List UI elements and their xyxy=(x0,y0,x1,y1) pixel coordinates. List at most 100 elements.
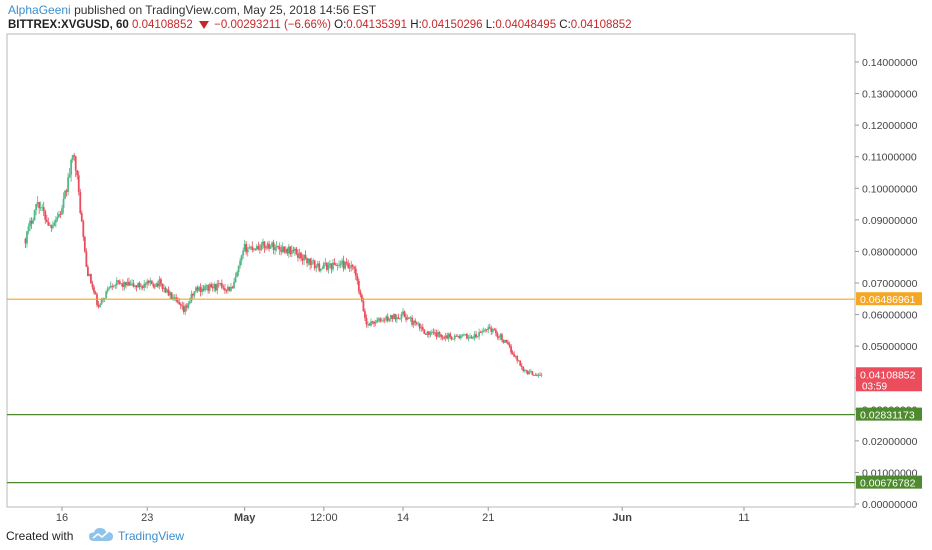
candle-body xyxy=(324,262,327,264)
candle-body xyxy=(368,323,371,326)
candle-body xyxy=(161,283,164,289)
candle-body xyxy=(409,317,412,319)
candle-body xyxy=(27,226,30,232)
candle-body xyxy=(289,246,292,254)
candle-body xyxy=(192,294,194,296)
candle-body xyxy=(484,329,487,331)
symbol-legend: BITTREX:XVGUSD, 60 0.04108852 −0.0029321… xyxy=(8,18,632,33)
candle-body xyxy=(376,319,379,323)
candle-body xyxy=(255,246,258,250)
candle-body xyxy=(164,287,167,293)
candle-body xyxy=(357,280,360,292)
symbol-name[interactable]: BITTREX:XVGUSD, 60 xyxy=(8,19,129,31)
candle-body xyxy=(374,322,377,324)
candle-body xyxy=(455,335,458,337)
low-label: L: xyxy=(485,19,496,31)
candle-body xyxy=(59,214,62,215)
candle-body xyxy=(251,246,254,250)
candle-body xyxy=(210,284,213,288)
tradingview-brand-link[interactable]: TradingView xyxy=(118,529,185,543)
candle-body xyxy=(342,260,345,269)
candle-body xyxy=(137,282,140,288)
candle-body xyxy=(71,155,74,160)
y-tick-label: 0.14000000 xyxy=(862,57,918,69)
author-link[interactable]: AlphaGeeni xyxy=(8,3,71,17)
candle-body xyxy=(114,285,117,286)
candle-body xyxy=(496,333,499,337)
candle-body xyxy=(449,333,452,337)
horizontal-line-tag-1 xyxy=(856,292,922,306)
candle-body xyxy=(29,220,31,227)
candle-body xyxy=(207,285,210,291)
candle-body xyxy=(360,295,363,302)
candle-body xyxy=(392,314,395,319)
candle-body xyxy=(243,244,246,251)
candle-body xyxy=(188,301,191,304)
candle-body xyxy=(446,335,449,339)
candle-body xyxy=(193,291,196,296)
candle-body xyxy=(237,265,240,273)
candle-body xyxy=(138,282,141,288)
candle-body xyxy=(245,244,248,253)
candle-body xyxy=(56,217,59,220)
candle-body xyxy=(453,335,456,339)
candle-body xyxy=(306,258,308,264)
x-tick-label: 11 xyxy=(738,512,749,524)
candle-body xyxy=(68,174,71,178)
candle-body xyxy=(461,334,464,336)
candle-body xyxy=(447,333,450,339)
candle-body xyxy=(62,198,65,209)
candle-body xyxy=(170,292,173,300)
open-value: 0.04135391 xyxy=(346,19,408,31)
candle-body xyxy=(380,320,383,322)
candle-body xyxy=(286,248,289,254)
candle-body xyxy=(488,327,491,329)
candle-body xyxy=(307,258,310,264)
candle-body xyxy=(290,250,293,254)
candle-body xyxy=(534,374,537,376)
candle-body xyxy=(147,280,150,283)
candle-body xyxy=(220,283,223,288)
candle-body xyxy=(420,327,423,329)
candle-body xyxy=(505,339,508,343)
candle-body xyxy=(196,287,199,291)
candle-body xyxy=(263,241,266,248)
candle-body xyxy=(511,352,514,354)
candle-body xyxy=(88,273,91,277)
candle-body xyxy=(86,266,89,277)
candle-body xyxy=(73,155,76,157)
candle-body xyxy=(517,360,520,362)
x-tick-label: 23 xyxy=(141,512,153,524)
candle-body xyxy=(223,288,226,291)
candle-body xyxy=(51,226,54,228)
candle-body xyxy=(32,220,34,224)
candle-body xyxy=(295,248,298,255)
candle-body xyxy=(178,301,181,305)
candle-body xyxy=(205,285,208,287)
candle-body xyxy=(426,331,429,335)
y-tick-label: 0.08000000 xyxy=(862,246,918,258)
candle-body xyxy=(441,336,444,338)
candle-body xyxy=(65,190,68,192)
candle-body xyxy=(478,332,481,337)
candle-body xyxy=(26,231,28,244)
published-info: published on TradingView.com, May 25, 20… xyxy=(74,3,377,17)
candle-body xyxy=(158,279,161,287)
y-tick-label: 0.12000000 xyxy=(862,120,918,132)
candle-body xyxy=(30,220,33,224)
candle-body xyxy=(403,311,406,318)
candle-body xyxy=(125,282,127,286)
candle-body xyxy=(42,207,45,211)
candle-body xyxy=(437,332,439,337)
candle-body xyxy=(239,260,242,266)
publish-header: AlphaGeeni published on TradingView.com,… xyxy=(8,2,376,18)
candle-body xyxy=(82,221,85,237)
candle-body xyxy=(485,329,488,331)
horizontal-line-tag-3 xyxy=(856,475,922,489)
candle-body xyxy=(354,268,357,276)
candle-body xyxy=(364,311,366,319)
candle-body xyxy=(214,283,217,291)
candle-body xyxy=(365,318,368,325)
candle-body xyxy=(339,263,342,266)
